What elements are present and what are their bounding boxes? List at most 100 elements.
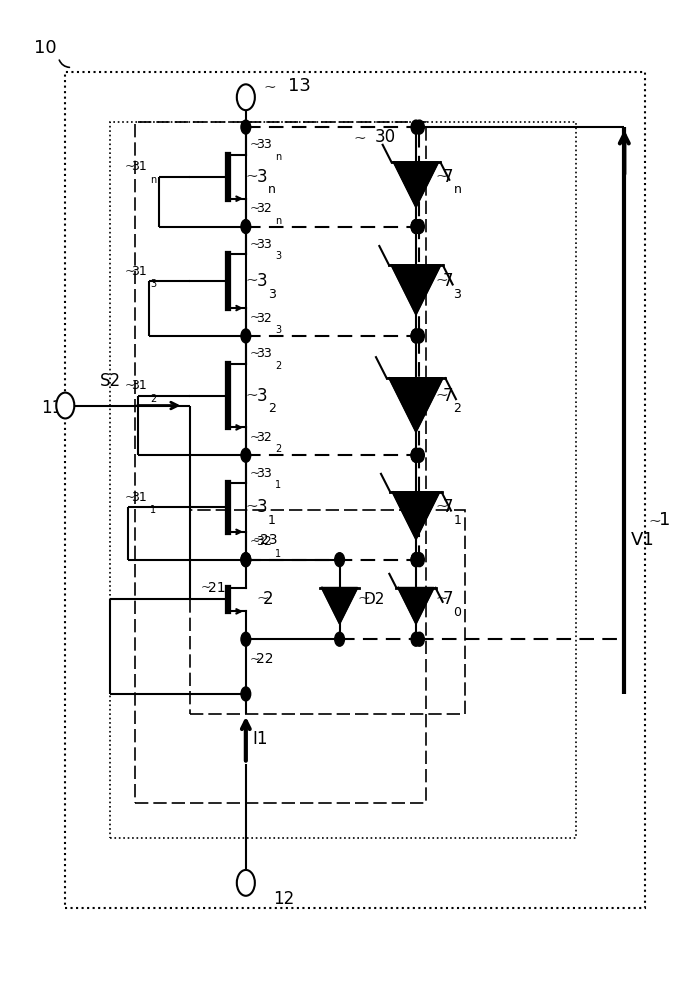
Text: ~: ~ [249, 238, 260, 251]
Text: 1: 1 [275, 480, 281, 490]
Text: ~: ~ [125, 160, 135, 173]
Text: ~: ~ [249, 312, 260, 325]
Text: 3: 3 [256, 498, 267, 516]
Text: S2: S2 [100, 372, 121, 390]
Text: 3: 3 [275, 251, 281, 261]
Text: 1: 1 [659, 511, 671, 529]
Text: n: n [150, 175, 156, 185]
Circle shape [411, 448, 421, 462]
Text: 33: 33 [256, 238, 272, 251]
Circle shape [411, 553, 421, 567]
Text: 12: 12 [274, 890, 295, 908]
Text: ~: ~ [246, 500, 258, 514]
Text: ~: ~ [249, 535, 260, 548]
Text: ~: ~ [249, 431, 260, 444]
Bar [134, 122, 426, 803]
Text: ~: ~ [249, 202, 260, 215]
Circle shape [241, 553, 251, 567]
Text: 3: 3 [268, 288, 276, 301]
Text: 31: 31 [132, 160, 147, 173]
Circle shape [411, 329, 421, 343]
Text: ~: ~ [249, 138, 260, 151]
Text: n: n [268, 183, 276, 196]
Text: 2: 2 [275, 361, 281, 371]
Circle shape [411, 632, 421, 646]
Text: 2: 2 [268, 402, 276, 415]
Text: ~: ~ [253, 533, 263, 546]
Text: 3: 3 [256, 272, 267, 290]
Text: I1: I1 [253, 730, 268, 748]
Text: 13: 13 [288, 77, 310, 95]
Text: n: n [454, 183, 461, 196]
Circle shape [411, 448, 421, 462]
Text: 3: 3 [454, 288, 461, 301]
Circle shape [241, 632, 251, 646]
Text: 1: 1 [150, 505, 156, 515]
Text: ~: ~ [249, 467, 260, 480]
Text: n: n [275, 216, 281, 226]
Text: 32: 32 [256, 535, 272, 548]
Text: 7: 7 [442, 590, 453, 608]
Circle shape [335, 632, 344, 646]
Text: 21: 21 [208, 581, 225, 595]
Text: 2: 2 [150, 394, 156, 404]
Text: ~: ~ [246, 274, 258, 288]
Polygon shape [391, 265, 440, 314]
Text: 10: 10 [34, 39, 57, 57]
Text: ~: ~ [435, 274, 448, 288]
Polygon shape [389, 378, 442, 432]
Text: ~: ~ [354, 132, 366, 146]
Text: ~: ~ [357, 592, 370, 606]
Text: 0: 0 [454, 606, 461, 619]
Circle shape [414, 553, 424, 567]
Text: ~: ~ [435, 500, 448, 514]
Text: ~: ~ [125, 265, 135, 278]
Circle shape [414, 329, 424, 343]
Circle shape [411, 220, 421, 233]
Bar [65, 72, 645, 908]
Circle shape [237, 84, 255, 110]
Polygon shape [393, 492, 440, 539]
Text: ~: ~ [246, 389, 258, 403]
Text: ~: ~ [249, 653, 260, 666]
Text: ~: ~ [435, 592, 448, 606]
Text: 2: 2 [454, 402, 461, 415]
Circle shape [414, 220, 424, 233]
Circle shape [56, 393, 74, 418]
Circle shape [414, 120, 424, 134]
Circle shape [335, 553, 344, 567]
Circle shape [414, 632, 424, 646]
Circle shape [411, 120, 421, 134]
Text: 2: 2 [275, 444, 281, 454]
Polygon shape [322, 588, 358, 623]
Text: 1: 1 [268, 514, 276, 527]
Text: ~: ~ [246, 170, 258, 184]
Text: ~: ~ [201, 581, 211, 594]
Circle shape [241, 220, 251, 233]
Text: 3: 3 [256, 387, 267, 405]
Text: ~: ~ [249, 347, 260, 360]
Circle shape [414, 448, 424, 462]
Polygon shape [398, 588, 434, 623]
Circle shape [241, 687, 251, 701]
Bar [190, 510, 465, 714]
Text: 7: 7 [442, 272, 453, 290]
Circle shape [241, 120, 251, 134]
Circle shape [241, 329, 251, 343]
Text: 7: 7 [442, 387, 453, 405]
Text: 31: 31 [132, 379, 147, 392]
Text: 33: 33 [256, 467, 272, 480]
Text: V1: V1 [631, 531, 655, 549]
Text: D2: D2 [364, 592, 385, 607]
Text: ~: ~ [125, 491, 135, 504]
Text: 3: 3 [256, 168, 267, 186]
Text: 31: 31 [132, 491, 147, 504]
Text: 3: 3 [150, 279, 156, 289]
Text: 1: 1 [275, 549, 281, 559]
Text: 31: 31 [132, 265, 147, 278]
Text: ~: ~ [256, 592, 269, 606]
Circle shape [241, 448, 251, 462]
Polygon shape [393, 162, 438, 207]
Text: ~: ~ [125, 379, 135, 392]
Text: 23: 23 [260, 533, 277, 547]
